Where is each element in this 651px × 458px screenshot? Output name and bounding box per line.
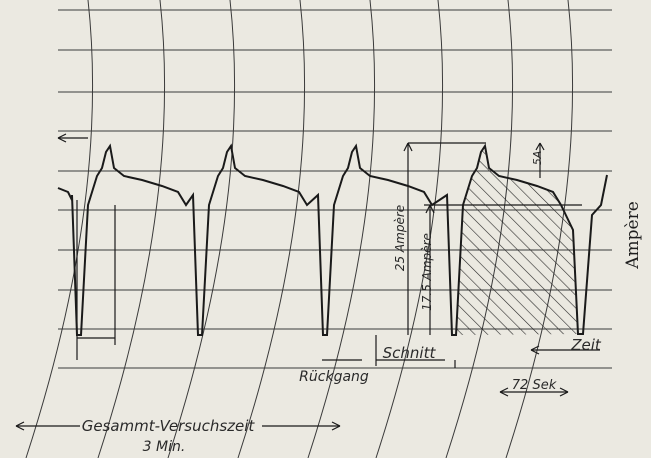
gridline-arc-2 <box>167 0 236 458</box>
dimension-line-1 <box>57 133 67 139</box>
dimension-line-5 <box>403 142 409 152</box>
gridline-arc-3 <box>237 0 306 458</box>
current-trace-line <box>57 143 608 336</box>
dimension-line-12 <box>535 142 541 151</box>
gridline-arc-0 <box>25 0 94 458</box>
dimension-lines <box>15 133 600 431</box>
ylabel-text: Ampère <box>623 201 643 270</box>
annotation-5a: 5A <box>531 151 544 166</box>
dimension-line-27 <box>15 421 25 427</box>
annotation-25-ampere: 25 Ampère <box>393 205 407 271</box>
annotation-schnitt: Schnitt <box>383 344 437 362</box>
gridline-arc-5 <box>375 0 444 458</box>
dimension-line-30 <box>331 421 341 427</box>
dimension-line-23 <box>499 391 509 397</box>
dimension-line-22 <box>499 387 509 393</box>
annotation-17-5-ampere: 17.5 Ampère <box>420 233 434 311</box>
annotation-rueckgang: Rückgang <box>299 369 369 385</box>
dimension-line-9 <box>425 204 431 214</box>
dimension-line-6 <box>407 142 413 152</box>
dimension-line-24 <box>559 387 569 393</box>
dimension-line-13 <box>539 142 545 151</box>
dimension-line-28 <box>15 425 25 431</box>
dimension-line-2 <box>57 137 67 143</box>
xlabel-total-time: 3 Min. <box>143 439 186 455</box>
dimension-line-19 <box>530 345 540 351</box>
dimension-line-31 <box>331 425 341 431</box>
gridline-arc-1 <box>97 0 166 458</box>
dimension-line-20 <box>530 349 540 355</box>
annotation-duration: 72 Sek <box>512 378 557 393</box>
annotation-zeit: Zeit <box>570 336 602 354</box>
cut-hatched-area <box>456 146 578 335</box>
xlabel-text: Gesammt-Versuchszeit <box>82 417 256 435</box>
dimension-line-25 <box>559 391 569 397</box>
dimension-line-10 <box>429 204 435 214</box>
gridline-arc-4 <box>307 0 376 458</box>
